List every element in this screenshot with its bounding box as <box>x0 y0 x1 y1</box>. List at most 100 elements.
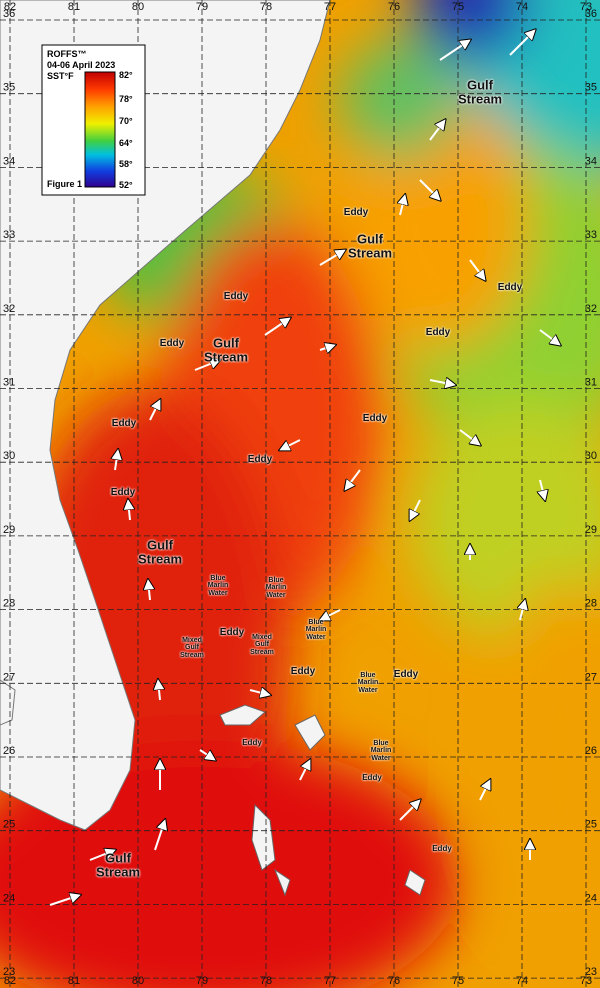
current-arrow <box>128 500 130 521</box>
lat-label: 25 <box>3 819 15 831</box>
annotation: Blue Marlin Water <box>370 739 392 762</box>
lat-label: 28 <box>585 598 597 610</box>
annotation: Eddy <box>425 326 451 338</box>
annotation: Eddy <box>497 281 523 293</box>
annotation: Eddy <box>242 737 262 747</box>
lon-label: 78 <box>260 975 272 987</box>
annotation: Gulf Stream <box>137 537 183 566</box>
scale-label: 58° <box>119 159 133 169</box>
lat-label: 30 <box>3 450 15 462</box>
current-arrow <box>469 259 485 280</box>
annotation: Gulf Stream <box>347 231 393 260</box>
annotation: Blue Marlin Water <box>207 574 229 597</box>
lat-label: 34 <box>3 155 15 167</box>
lat-label: 34 <box>585 155 597 167</box>
lon-label: 79 <box>196 1 208 13</box>
current-arrow <box>89 850 115 861</box>
lat-label: 27 <box>585 671 597 683</box>
current-arrows <box>49 30 560 906</box>
lon-label: 73 <box>580 1 592 13</box>
lat-label: 27 <box>3 671 15 683</box>
lon-label: 75 <box>452 1 464 13</box>
current-arrow <box>439 40 470 61</box>
scale-label: 82° <box>119 70 133 80</box>
annotation: Eddy <box>219 626 245 638</box>
lat-label: 30 <box>585 450 597 462</box>
annotation: Gulf Stream <box>203 335 249 364</box>
lon-label: 78 <box>260 1 272 13</box>
annotation: Mixed Gulf Stream <box>180 636 204 659</box>
lon-label: 76 <box>388 1 400 13</box>
color-bar <box>84 71 116 188</box>
lon-label: 77 <box>324 975 336 987</box>
current-arrow <box>540 479 545 500</box>
annotation: Eddy <box>110 486 136 498</box>
lat-label: 26 <box>3 745 15 757</box>
annotation: Eddy <box>111 417 137 429</box>
current-arrow <box>158 680 160 701</box>
current-arrow <box>49 895 80 906</box>
current-arrow <box>299 760 310 781</box>
lat-label: 31 <box>585 377 597 389</box>
lat-label: 35 <box>3 82 15 94</box>
lat-label: 29 <box>585 524 597 536</box>
lat-label: 25 <box>585 819 597 831</box>
legend-brand: ROFFS™ <box>47 49 87 59</box>
lat-label: 33 <box>585 229 597 241</box>
lat-label: 32 <box>585 303 597 315</box>
lon-label: 82 <box>4 975 16 987</box>
current-arrow <box>280 439 301 450</box>
lon-label: 75 <box>452 975 464 987</box>
current-arrow <box>429 120 445 141</box>
lat-label: 23 <box>3 966 15 978</box>
annotation: Eddy <box>159 337 185 349</box>
lon-label: 80 <box>132 975 144 987</box>
current-arrow <box>148 580 150 601</box>
current-arrow <box>264 318 290 336</box>
current-arrow <box>345 469 361 490</box>
lat-label: 31 <box>3 377 15 389</box>
lat-label: 36 <box>585 8 597 20</box>
lon-label: 74 <box>516 1 528 13</box>
current-arrow <box>115 450 118 471</box>
lon-label: 82 <box>4 1 16 13</box>
lon-label: 76 <box>388 975 400 987</box>
legend-date: 04-06 April 2023 <box>47 60 115 70</box>
annotation: Eddy <box>362 772 382 782</box>
annotation: Eddy <box>393 668 419 680</box>
lon-label: 80 <box>132 1 144 13</box>
lat-label: 33 <box>3 229 15 241</box>
lat-label: 36 <box>3 8 15 20</box>
scale-label: 78° <box>119 94 133 104</box>
current-arrow <box>149 400 160 421</box>
lat-label: 24 <box>3 892 15 904</box>
lat-label: 23 <box>585 966 597 978</box>
scale-label: 52° <box>119 180 133 190</box>
annotation: Gulf Stream <box>95 850 141 879</box>
current-arrow <box>509 30 535 56</box>
annotation: Eddy <box>223 290 249 302</box>
lon-label: 73 <box>580 975 592 987</box>
annotation: Eddy <box>343 206 369 218</box>
current-arrow <box>539 329 560 345</box>
current-arrow <box>410 499 421 520</box>
current-arrow <box>199 749 215 760</box>
land <box>0 0 331 831</box>
annotation: Blue Marlin Water <box>265 576 287 599</box>
current-arrow <box>459 429 480 445</box>
lat-label: 29 <box>3 524 15 536</box>
annotation: Gulf Stream <box>457 77 503 106</box>
current-arrow <box>320 609 341 620</box>
lat-label: 26 <box>585 745 597 757</box>
lon-label: 79 <box>196 975 208 987</box>
current-arrow <box>400 195 405 216</box>
current-arrow <box>249 690 270 695</box>
legend-unit: SST°F <box>47 71 74 81</box>
lat-label: 35 <box>585 82 597 94</box>
legend: ROFFS™ 04-06 April 2023 SST°F Figure 1 8… <box>41 44 146 196</box>
legend-figure: Figure 1 <box>47 179 82 189</box>
